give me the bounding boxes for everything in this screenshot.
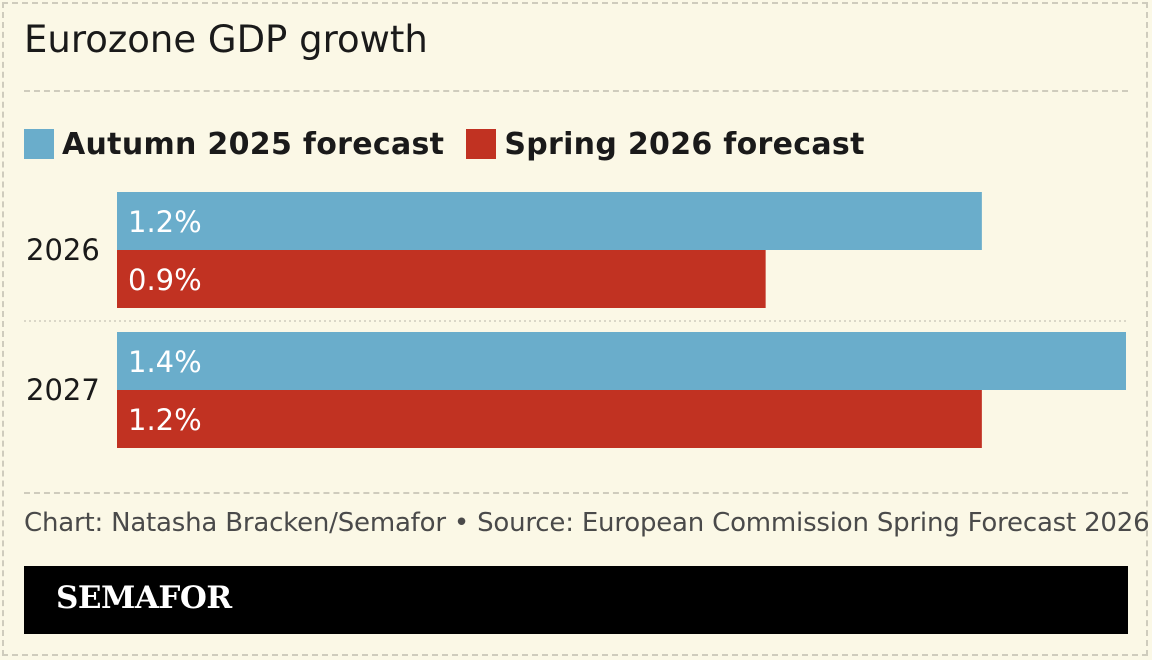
legend-label-autumn: Autumn 2025 forecast [62, 126, 445, 162]
category-label-2027: 2027 [26, 373, 100, 407]
footer-divider [24, 492, 1128, 494]
bar-label-autumn-2026: 1.2% [128, 205, 202, 239]
bar-label-spring-2027: 1.2% [128, 403, 202, 437]
title-divider [24, 90, 1128, 92]
bar-autumn-2026 [117, 192, 982, 250]
brand-bar: SEMAFOR [24, 566, 1128, 634]
legend: Autumn 2025 forecast Spring 2026 forecas… [24, 126, 887, 162]
brand-logo: SEMAFOR [56, 580, 232, 616]
chart-title: Eurozone GDP growth [24, 18, 428, 61]
bar-chart: 2026 1.2% 0.9% 2027 1.4% 1.2% [24, 192, 1128, 448]
source-note: Chart: Natasha Bracken/Semafor • Source:… [24, 508, 1150, 538]
bar-spring-2027 [117, 390, 982, 448]
legend-swatch-spring [466, 129, 497, 159]
bar-spring-2026 [117, 250, 766, 308]
legend-item-autumn: Autumn 2025 forecast [24, 127, 444, 162]
legend-swatch-autumn [24, 129, 54, 159]
category-label-2026: 2026 [26, 233, 100, 267]
bar-autumn-2027 [117, 332, 1126, 390]
legend-label-spring: Spring 2026 forecast [504, 126, 865, 162]
bar-label-spring-2026: 0.9% [128, 263, 202, 297]
bar-label-autumn-2027: 1.4% [128, 345, 202, 379]
legend-item-spring: Spring 2026 forecast [466, 127, 864, 162]
